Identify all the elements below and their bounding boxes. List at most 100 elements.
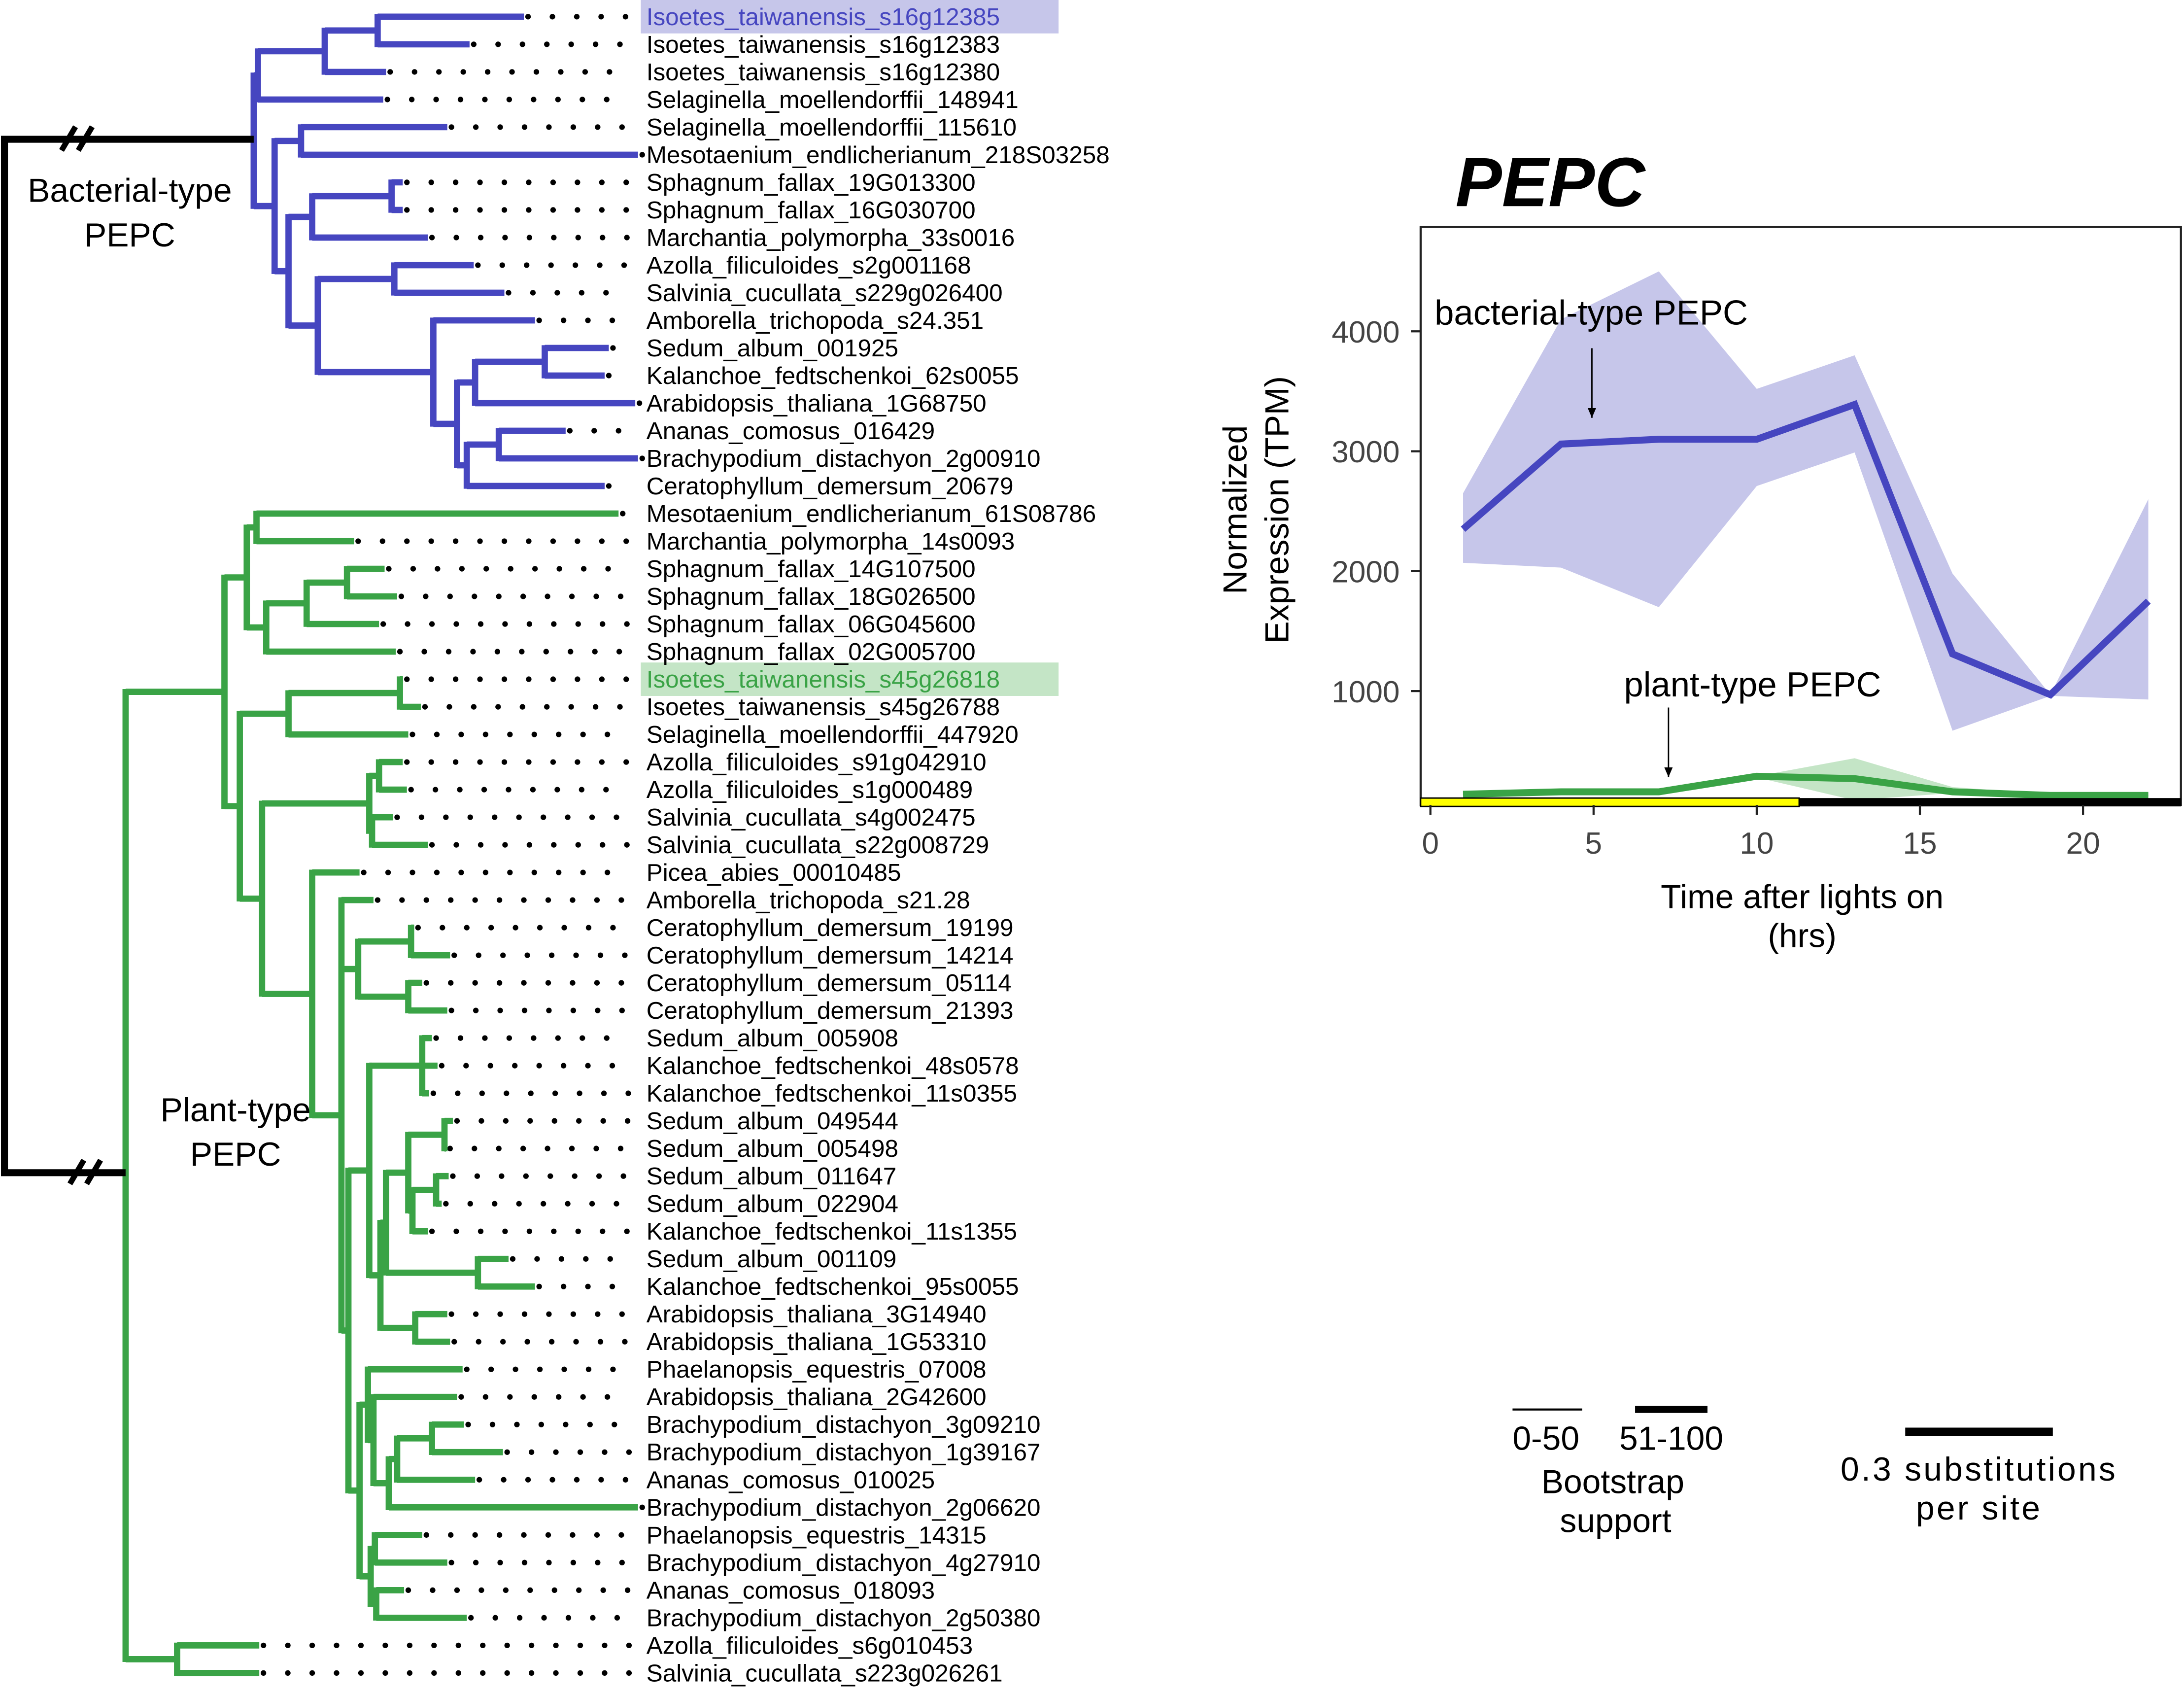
bootstrap-title: Bootstrap [1541,1463,1684,1500]
light-period-bar [1420,797,1800,807]
bootstrap-low-label: 0-50 [1512,1420,1579,1457]
plant-clade-label: PEPC [190,1136,281,1173]
series-line [1463,772,2149,799]
tip-label: Ananas_comosus_016429 [647,417,935,445]
axis-break-icon [59,125,95,152]
tip-label: Sphagnum_fallax_02G005700 [647,638,976,665]
tip-label: Salvinia_cucullata_s229g026400 [647,279,1003,307]
tip-label: Kalanchoe_fedtschenkoi_95s0055 [647,1273,1019,1300]
tip-label: Picea_abies_00010485 [647,859,901,886]
highlight-box [641,0,1059,34]
tip-label: Salvinia_cucullata_s4g002475 [647,804,976,831]
x-tick-label: 5 [1585,827,1603,861]
tip-label: Amborella_trichopoda_s24.351 [647,307,984,334]
confidence-band [1463,271,2149,731]
x-tick-label: 20 [2066,827,2100,861]
y-tick-label: 4000 [1331,315,1399,349]
axis-break-icon [67,1159,103,1185]
tip-label: Brachypodium_distachyon_1g39167 [647,1439,1041,1466]
tip-label: Isoetes_taiwanensis_s16g12385 [647,3,1000,31]
y-axis-label: Expression (TPM) [1259,376,1296,643]
tip-label: Isoetes_taiwanensis_s45g26818 [647,666,1000,693]
bacterial-clade-label: PEPC [84,217,175,254]
tip-label: Marchantia_polymorpha_14s0093 [647,528,1015,555]
tip-label: Ceratophyllum_demersum_20679 [647,473,1014,500]
tip-label: Ananas_comosus_010025 [647,1466,935,1493]
expression-chart: bacterial-type PEPC plant-type PEPC 0 5 10 15… [1331,226,2182,861]
tip-label: Sphagnum_fallax_06G045600 [647,611,976,638]
x-tick-label: 0 [1422,827,1439,861]
tip-label: Marchantia_polymorpha_33s0016 [647,224,1015,251]
plant-clade-label: Plant-type [160,1092,310,1129]
highlight-box [641,662,1059,696]
tip-label: Sedum_album_001925 [647,335,898,362]
tip-label: Arabidopsis_thaliana_3G14940 [647,1301,987,1328]
arrowhead-icon [1664,767,1673,777]
tip-label: Salvinia_cucullata_s22g008729 [647,831,989,859]
tip-label: Azolla_filiculoides_s91g042910 [647,749,987,776]
series-line [1461,400,2151,699]
tip-label: Ceratophyllum_demersum_19199 [647,914,1014,941]
dark-period-bar [1799,798,2181,807]
tip-label: Brachypodium_distachyon_2g00910 [647,445,1041,472]
series-annotation: plant-type PEPC [1624,665,1881,704]
tip-label: Salvinia_cucullata_s223g026261 [647,1660,1003,1687]
tip-label: Brachypodium_distachyon_3g09210 [647,1411,1041,1438]
bacterial-clade-label: Bacterial-type [28,173,232,209]
tip-label: Brachypodium_distachyon_2g50380 [647,1604,1041,1631]
tip-label: Sedum_album_011647 [647,1163,897,1190]
tip-label: Mesotaenium_endlicherianum_218S03258 [647,141,1110,169]
tip-label: Arabidopsis_thaliana_1G68750 [647,390,987,417]
chart-title: PEPC [1456,143,1646,221]
tip-label: Sedum_album_049544 [647,1107,898,1135]
series-annotation: bacterial-type PEPC [1434,293,1748,332]
tip-label: Selaginella_moellendorffii_148941 [647,86,1019,113]
scale-label: per site [1916,1490,2042,1527]
tip-label: Sedum_album_005908 [647,1025,898,1052]
tip-label: Arabidopsis_thaliana_2G42600 [647,1384,987,1411]
tip-label: Amborella_trichopoda_s21.28 [647,887,970,914]
tip-label: Selaginella_moellendorffii_447920 [647,721,1019,748]
tip-label: Brachypodium_distachyon_2g06620 [647,1494,1041,1521]
x-axis-label: (hrs) [1768,918,1836,955]
tip-label: Arabidopsis_thaliana_1G53310 [647,1328,987,1355]
outgroup-root [0,125,254,1185]
y-tick-label: 3000 [1331,435,1399,469]
tip-label: Kalanchoe_fedtschenkoi_62s0055 [647,362,1019,389]
y-tick-label: 1000 [1331,675,1399,709]
phylogenetic-tree: Isoetes_taiwanensis_s16g12385Isoetes_tai… [122,0,1110,1687]
tip-label: Kalanchoe_fedtschenkoi_11s0355 [647,1080,1017,1107]
tip-label: Azolla_filiculoides_s2g001168 [647,252,971,279]
tip-label: Brachypodium_distachyon_4g27910 [647,1549,1041,1576]
tip-label: Sphagnum_fallax_19G013300 [647,169,976,196]
data-point [2050,694,2051,695]
tip-label: Isoetes_taiwanensis_s16g12380 [647,59,1000,86]
tip-label: Isoetes_taiwanensis_s16g12383 [647,31,1000,58]
x-axis-label: Time after lights on [1661,878,1944,915]
tip-label: Sphagnum_fallax_16G030700 [647,197,976,224]
tip-label: Sedum_album_022904 [647,1190,898,1217]
tip-label: Azolla_filiculoides_s1g000489 [647,776,973,803]
tip-label: Sedum_album_005498 [647,1135,898,1162]
tip-label: Sphagnum_fallax_18G026500 [647,583,976,610]
scale-label: 0.3 substitutions [1841,1451,2117,1488]
tip-label: Ceratophyllum_demersum_14214 [647,942,1014,969]
tip-label: Kalanchoe_fedtschenkoi_11s1355 [647,1218,1017,1245]
tip-label: Ceratophyllum_demersum_05114 [647,969,1012,997]
y-tick-label: 2000 [1331,555,1399,589]
tip-label: Phaelanopsis_equestris_14315 [647,1522,987,1549]
data-point [1463,794,1464,795]
legend: 0-50 51-100 Bootstrap support 0.3 substi… [1512,1406,2117,1539]
x-tick-label: 15 [1903,827,1937,861]
tip-label: Ananas_comosus_018093 [647,1577,935,1604]
tip-label: Sphagnum_fallax_14G107500 [647,555,976,583]
tip-label: Isoetes_taiwanensis_s45g26788 [647,693,1000,721]
tip-label: Ceratophyllum_demersum_21393 [647,997,1014,1024]
tip-label: Phaelanopsis_equestris_07008 [647,1356,987,1383]
tip-label: Selaginella_moellendorffii_115610 [647,114,1017,141]
arrowhead-icon [1587,408,1596,418]
tip-label: Mesotaenium_endlicherianum_61S08786 [647,500,1096,527]
tip-label: Kalanchoe_fedtschenkoi_48s0578 [647,1052,1019,1079]
data-point [1854,404,1855,405]
